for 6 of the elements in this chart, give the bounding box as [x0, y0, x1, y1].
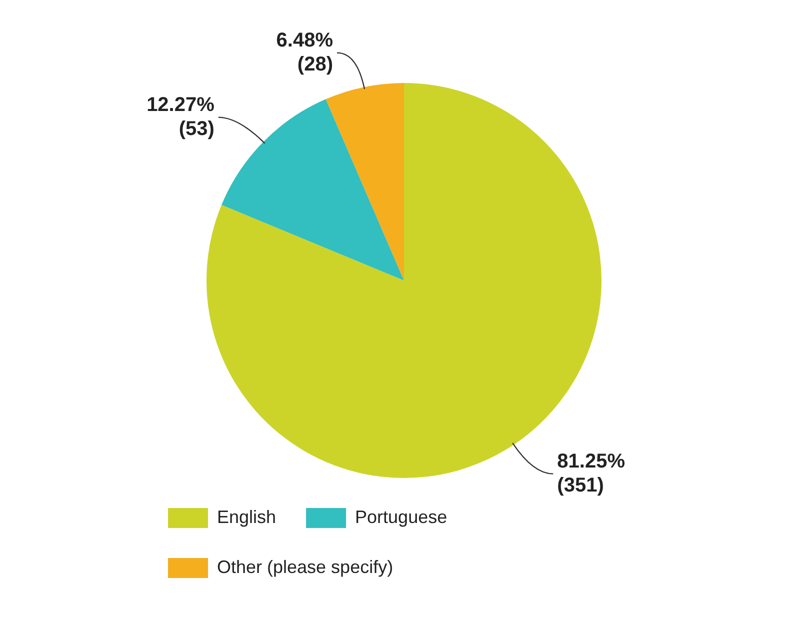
data-label: 6.48% (28) — [276, 29, 334, 76]
data-label: 81.25% (351) — [557, 450, 626, 496]
legend-label: Other (please specify) — [217, 556, 394, 577]
data-label: 12.27% (53) — [146, 94, 215, 140]
legend-label: English — [217, 506, 276, 527]
legend-label: Portuguese — [355, 506, 448, 527]
